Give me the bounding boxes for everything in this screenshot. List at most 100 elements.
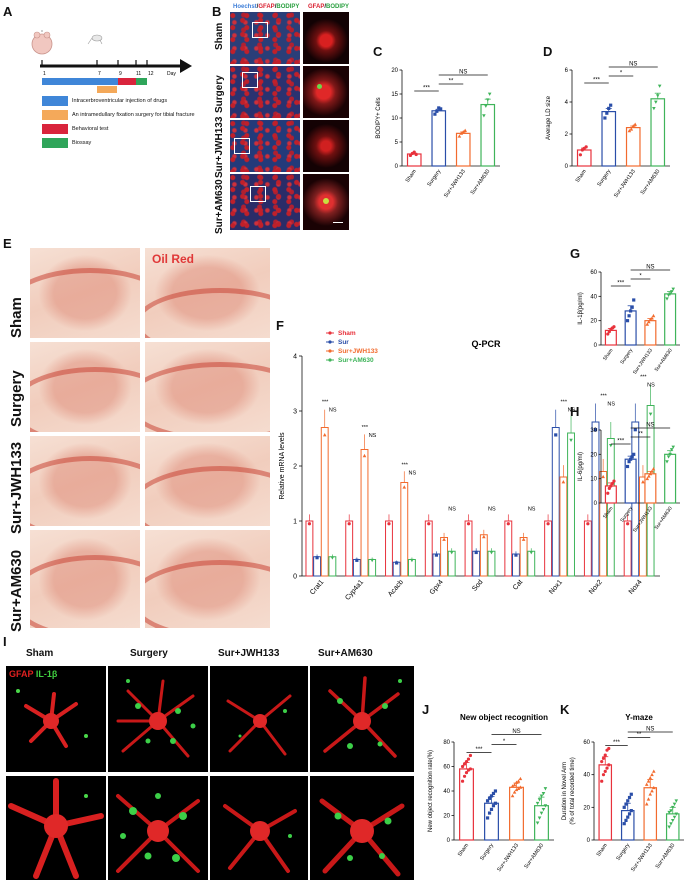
bar [519, 537, 528, 577]
data-point [482, 114, 486, 118]
significance-label: ** [637, 732, 642, 738]
e-image-sham-low [30, 248, 140, 338]
data-point [644, 802, 649, 806]
bar [431, 110, 447, 167]
data-point [670, 819, 675, 823]
data-point [466, 757, 471, 761]
bar [534, 805, 549, 841]
x-tick-label: Sham [575, 168, 588, 184]
data-point [537, 816, 542, 820]
bar-surgery [97, 86, 117, 93]
data-point [651, 769, 656, 773]
y-axis-label: IL-6(pg/ml) [578, 452, 584, 481]
data-point [629, 309, 633, 313]
data-point [355, 558, 359, 562]
lipid-droplet [323, 198, 329, 204]
chart-k: Y-maze 0 20 40 60 Duration in Novel Arm (% of … [562, 713, 684, 873]
legend-swatch [42, 124, 68, 134]
data-point [437, 106, 441, 110]
data-point [487, 92, 492, 96]
pyramidal-layer [145, 288, 270, 338]
y-tick-label: 0 [293, 574, 297, 581]
e-image-jwh-high [145, 436, 270, 526]
day-tick-1: 1 [43, 71, 46, 77]
data-point [647, 319, 651, 324]
data-point [578, 153, 582, 157]
bar [665, 813, 680, 841]
data-point [650, 316, 654, 320]
data-point [449, 551, 454, 555]
data-point [330, 556, 335, 560]
data-point [606, 491, 610, 495]
legend-item: Biossay [42, 138, 202, 148]
y-tick-label: 40 [443, 789, 450, 795]
data-point [482, 534, 486, 539]
x-tick-label: Sur+JWH133 [613, 169, 637, 199]
data-point [669, 809, 673, 813]
data-point [535, 821, 540, 825]
data-point [487, 796, 492, 800]
data-point [537, 798, 542, 802]
significance-label: NS [647, 383, 655, 389]
mouse-icon [31, 30, 53, 55]
y-axis-label: IL-1β(pg/ml) [578, 292, 584, 324]
bar [512, 553, 520, 577]
data-point [605, 766, 609, 770]
e-row-label-sham: Sham [8, 297, 25, 338]
y-tick-label: 30 [590, 428, 597, 434]
y-tick-label: 20 [590, 452, 597, 458]
e-image-am630-low [30, 530, 140, 628]
data-point [644, 782, 649, 786]
oil-red-label: Oil Red [152, 252, 195, 266]
data-point [630, 455, 634, 459]
data-point [461, 130, 466, 134]
bar [643, 787, 658, 841]
y-axis-label: Average LD size [546, 95, 552, 140]
data-point [543, 787, 548, 791]
data-point [601, 474, 605, 479]
bar [620, 809, 635, 841]
legend-label: Sham [338, 330, 356, 337]
y-tick-label: 20 [443, 814, 450, 820]
separator: / [324, 4, 327, 10]
i-image-jwh-top [210, 666, 308, 772]
y-tick-label: 20 [590, 319, 597, 325]
significance-label: *** [640, 375, 647, 381]
data-point [584, 145, 588, 149]
data-point [514, 780, 519, 784]
significance-label: NS [369, 433, 377, 439]
y-tick-label: 10 [590, 477, 597, 483]
data-point [647, 474, 651, 478]
significance-label: *** [617, 281, 625, 287]
data-point [600, 779, 604, 783]
bodipy-label: BODIPY [326, 4, 350, 10]
y-tick-label: 20 [583, 805, 590, 811]
bar [479, 534, 488, 577]
bar [480, 103, 496, 167]
data-point [655, 94, 660, 98]
data-point [610, 481, 615, 486]
x-tick-label: Sur+AM630 [470, 169, 492, 196]
data-point [506, 522, 510, 526]
i-image-sham-bottom [6, 776, 106, 880]
data-point [607, 486, 611, 490]
pyramidal-layer [145, 466, 270, 526]
data-point [462, 762, 467, 766]
bar-injection [42, 78, 136, 85]
i-legend: GFAP IL-1β [9, 669, 57, 679]
chart-title: Q-PCR [472, 339, 502, 349]
data-point [612, 325, 616, 329]
data-point [387, 522, 391, 526]
b-row-label-jwh: Sur+JWH133 [214, 116, 225, 178]
bar [424, 520, 433, 577]
x-tick-label: Sur+JWH133 [632, 506, 654, 534]
legend-label: Sur+JWH133 [338, 348, 378, 355]
data-point [395, 561, 399, 565]
data-point [607, 746, 611, 751]
timeline-arrow [40, 59, 192, 73]
x-tick-label: Sham [596, 842, 609, 858]
bar [385, 520, 393, 577]
panel-label-d: D [543, 44, 553, 59]
x-tick-label: Surgery [426, 169, 442, 188]
zoom-box [250, 186, 266, 202]
